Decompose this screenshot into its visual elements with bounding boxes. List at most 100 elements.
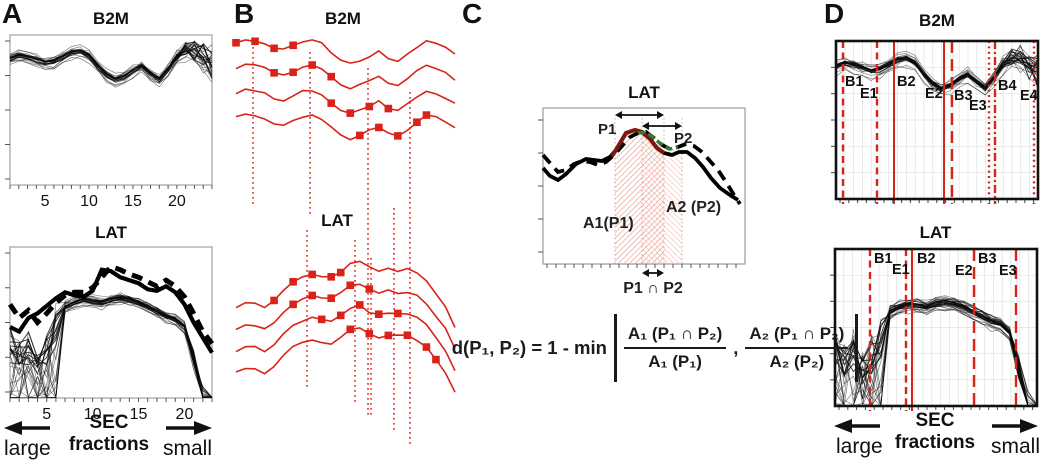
c-overlap-diagram <box>538 107 746 277</box>
x-tick-label: 10 <box>84 406 102 423</box>
peak-segment-markers <box>270 61 336 81</box>
peak-boundaries <box>868 249 1018 411</box>
formula-f2-numerator: A₂ (P₁ ∩ P₂) <box>745 324 849 349</box>
sec-arrows-a <box>4 421 212 435</box>
replicate-line <box>835 57 1039 90</box>
arrowhead-left <box>834 419 852 433</box>
peak-marker <box>336 268 345 277</box>
b-peak-traces <box>232 37 456 445</box>
bold-solid-profile <box>9 267 214 354</box>
x-tick-label: 15 <box>130 406 148 423</box>
boundary-label: B1 <box>874 251 893 267</box>
profile-bundle <box>834 295 1038 407</box>
peak-marker <box>365 102 374 111</box>
boundary-label: E4 <box>1020 88 1038 104</box>
peak-marker <box>327 294 336 303</box>
peak-segment-markers <box>270 268 345 305</box>
c-p1-label: P1 <box>598 121 617 138</box>
peak-marker <box>355 131 364 140</box>
replicate-line <box>834 307 1037 407</box>
formula-f1-denominator: A₁ (P₁) <box>648 352 702 371</box>
p1-extent-arrow <box>615 111 664 119</box>
boundary-label: E1 <box>860 86 878 102</box>
arrowhead-right <box>675 122 682 130</box>
p2-peak-highlight <box>637 130 679 151</box>
c-intersection-label: P1 ∩ P2 <box>623 280 683 297</box>
peak-marker <box>375 310 383 319</box>
replicate-line <box>9 40 213 79</box>
arrowhead-left <box>4 421 22 435</box>
profile-bundle <box>835 44 1039 96</box>
boundary-label: E1 <box>892 262 910 278</box>
peak-marker <box>308 61 316 69</box>
boundary-label: B3 <box>978 251 997 267</box>
replicate-line <box>9 296 213 398</box>
peak-segment-markers <box>346 325 440 364</box>
b-lat-title: LAT <box>321 211 353 230</box>
replicate-line <box>9 299 212 398</box>
replicate-trace <box>235 303 456 371</box>
peak-marker <box>289 68 297 77</box>
peak-marker <box>394 309 402 318</box>
replicate-line <box>9 45 213 83</box>
peak-marker <box>270 296 278 305</box>
area-a2-p2 <box>642 132 682 264</box>
arrowhead-right <box>657 269 664 277</box>
arrowhead-right <box>657 111 664 119</box>
peak-segment-markers <box>232 37 297 53</box>
replicate-line <box>9 41 213 78</box>
c-title: LAT <box>628 83 660 102</box>
small-label-d: small <box>990 435 1040 458</box>
formula-comma: , <box>733 337 739 358</box>
peak-marker <box>317 315 326 324</box>
formula-f2-denominator: A₂ (P₂) <box>769 352 825 371</box>
x-tick-label: 15 <box>124 193 142 210</box>
replicate-trace <box>235 88 456 115</box>
formula-fraction-1: A₁ (P₁ ∩ P₂) A₁ (P₁) <box>623 324 727 372</box>
replicate-line <box>9 56 213 88</box>
peak-marker <box>270 44 278 53</box>
arrowhead-left <box>642 122 649 130</box>
peak-marker <box>384 104 393 113</box>
peak-marker <box>394 132 402 140</box>
peak-marker <box>336 311 345 320</box>
intersection-extent-arrow <box>642 269 664 277</box>
peak-marker <box>251 37 259 46</box>
a-lat-title: LAT <box>95 223 127 242</box>
panel-b-letter: B <box>234 0 255 29</box>
replicate-line <box>834 299 1038 406</box>
peak-marker <box>327 72 336 81</box>
replicate-line <box>9 298 212 398</box>
panel-a-letter: A <box>2 0 23 29</box>
replicate-trace <box>235 113 456 141</box>
boundary-label: B1 <box>845 74 864 90</box>
peak-marker <box>403 331 412 340</box>
peak-marker <box>270 69 278 77</box>
x-tick-label: 5 <box>42 406 51 423</box>
small-direction-arrow <box>992 419 1038 433</box>
peak-marker <box>355 301 364 309</box>
arrowhead-left <box>642 269 649 277</box>
p2-extent-arrow <box>642 122 682 130</box>
formula-fraction-2: A₂ (P₁ ∩ P₂) A₂ (P₂) <box>745 324 849 372</box>
boundary-label: E3 <box>969 98 987 114</box>
replicate-line <box>9 54 213 87</box>
peak-marker <box>308 270 316 279</box>
x-tick-label: 20 <box>176 406 194 423</box>
peak-segment-markers <box>289 281 374 309</box>
peak-segment-markers <box>355 111 431 140</box>
axis-ticks <box>5 252 213 402</box>
plot-box <box>833 247 1039 408</box>
replicate-trace <box>235 327 456 393</box>
axis-ticks <box>538 119 737 268</box>
sec-fractions-label-d: SEC fractions <box>894 410 976 453</box>
replicate-trace <box>235 283 456 350</box>
peak-marker <box>289 300 297 309</box>
formula-lhs: d(P₁, P₂) = 1 - min <box>451 337 607 358</box>
peak-marker <box>413 118 421 127</box>
arrowhead-right <box>194 421 212 435</box>
p1-peak-highlight <box>610 127 666 158</box>
peak-segment-markers <box>317 301 402 324</box>
